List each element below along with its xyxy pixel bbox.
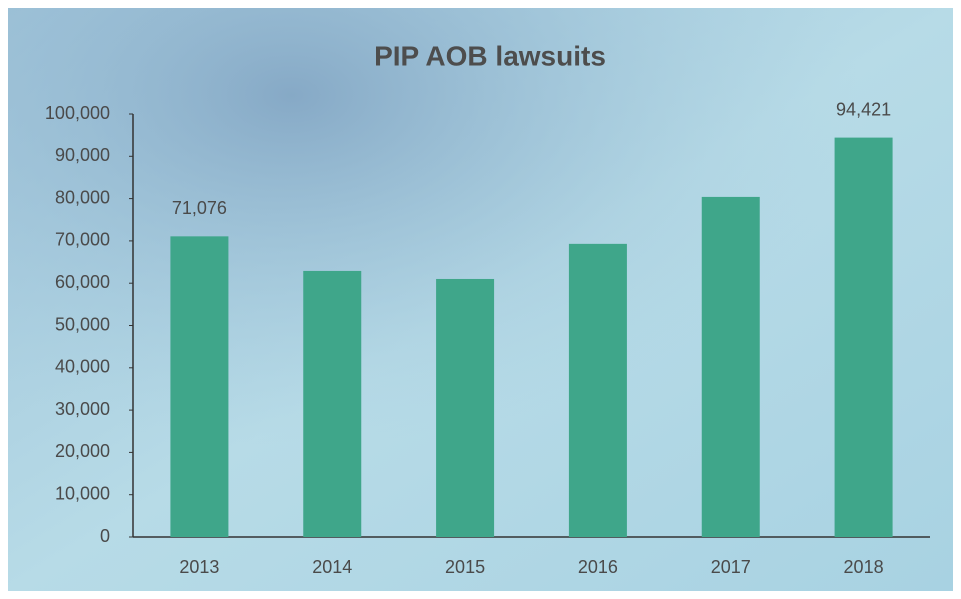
x-tick-label: 2018 <box>844 557 884 577</box>
bar <box>834 137 893 537</box>
y-tick-label: 100,000 <box>45 103 110 123</box>
bar <box>701 196 760 537</box>
data-label: 71,076 <box>172 198 227 218</box>
bar <box>568 243 627 537</box>
bar <box>436 278 495 537</box>
y-tick-label: 20,000 <box>55 441 110 461</box>
y-tick-label: 90,000 <box>55 145 110 165</box>
y-tick-label: 0 <box>100 526 110 546</box>
bar <box>170 236 229 538</box>
y-tick-label: 50,000 <box>55 314 110 334</box>
x-tick-label: 2015 <box>445 557 485 577</box>
y-tick-label: 70,000 <box>55 230 110 250</box>
y-tick-label: 30,000 <box>55 399 110 419</box>
x-tick-label: 2014 <box>312 557 352 577</box>
y-tick-label: 10,000 <box>55 483 110 503</box>
chart-title: PIP AOB lawsuits <box>374 40 606 71</box>
data-label: 94,421 <box>836 99 891 119</box>
bar <box>303 270 362 537</box>
x-tick-label: 2017 <box>711 557 751 577</box>
y-tick-label: 40,000 <box>55 357 110 377</box>
y-tick-label: 60,000 <box>55 272 110 292</box>
x-tick-label: 2013 <box>179 557 219 577</box>
x-tick-label: 2016 <box>578 557 618 577</box>
y-tick-label: 80,000 <box>55 187 110 207</box>
